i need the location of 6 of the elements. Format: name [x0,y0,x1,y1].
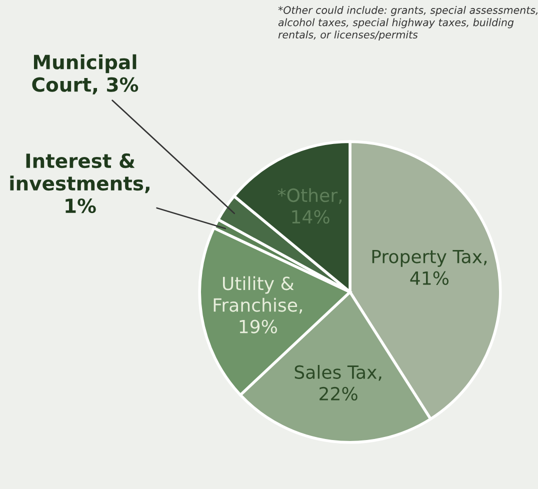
slice-label: Sales Tax, 22% [294,364,382,401]
slice-label: Municipal Court, 3% [32,54,138,94]
slice-label: Property Tax, 41% [372,250,487,285]
text: *Other could include: grants, special assessments, alcohol taxes, special highway taxes, building rentals, or licenses/permits [278,6,538,41]
slice-label: Interest & investments, 1% [10,153,150,214]
slice-label: Utility & Franchise, 19% [214,276,302,334]
